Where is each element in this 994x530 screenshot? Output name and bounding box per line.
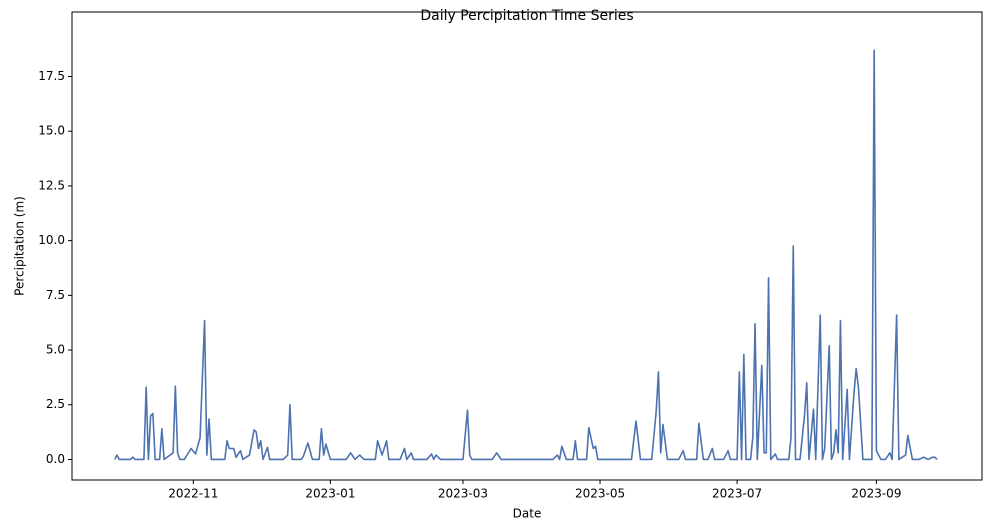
- x-tick-label: 2023-01: [305, 487, 355, 501]
- x-tick-label: 2023-03: [438, 487, 488, 501]
- y-tick-label: 15.0: [38, 124, 65, 138]
- plot-frame: [71, 11, 983, 481]
- x-tick-label: 2023-09: [851, 487, 901, 501]
- chart-title: Daily Percipitation Time Series: [420, 8, 633, 24]
- y-tick-label: 12.5: [38, 178, 65, 192]
- x-tick-label: 2023-05: [575, 487, 625, 501]
- x-tick-label: 2022-11: [168, 487, 218, 501]
- y-tick-label: 17.5: [38, 69, 65, 83]
- y-axis-label: Percipitation (m): [13, 196, 27, 296]
- x-axis-label: Date: [513, 507, 542, 521]
- x-tick-label: 2023-07: [712, 487, 762, 501]
- y-tick-label: 7.5: [46, 288, 65, 302]
- y-tick-label: 0.0: [46, 452, 65, 466]
- y-tick-label: 5.0: [46, 343, 65, 357]
- y-tick-label: 2.5: [46, 397, 65, 411]
- y-tick-label: 10.0: [38, 233, 65, 247]
- data-line: [113, 49, 938, 461]
